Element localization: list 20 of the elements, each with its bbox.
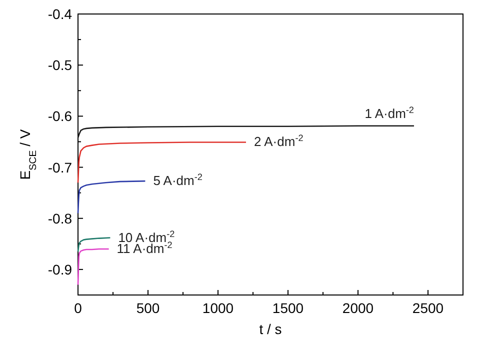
x-tick-label: 1500 <box>272 300 304 316</box>
line-series <box>77 237 111 252</box>
y-tick-label: -0.8 <box>48 210 72 226</box>
series-label: 1 A·dm$^{-2}$ <box>364 104 414 121</box>
y-tick-label: -0.6 <box>48 108 72 124</box>
line-series <box>77 248 110 286</box>
x-tick-label: 1000 <box>202 300 234 316</box>
series-label: 2 A·dm$^{-2}$ <box>254 133 304 150</box>
line-series <box>77 142 247 184</box>
x-tick-label: 500 <box>136 300 160 316</box>
x-tick-label: 2500 <box>412 300 444 316</box>
y-tick-label: -0.9 <box>48 261 72 278</box>
line-series <box>77 180 146 214</box>
y-tick-label: -0.7 <box>48 159 72 176</box>
x-tick-label: 0 <box>74 300 82 316</box>
x-axis-title: t / s <box>259 321 282 337</box>
y-tick-label: -0.4 <box>48 6 72 22</box>
x-tick-label: 2000 <box>342 300 374 316</box>
series-label: 5 A·dm$^{-2}$ <box>153 172 202 188</box>
y-tick-label: -0.5 <box>48 57 72 74</box>
